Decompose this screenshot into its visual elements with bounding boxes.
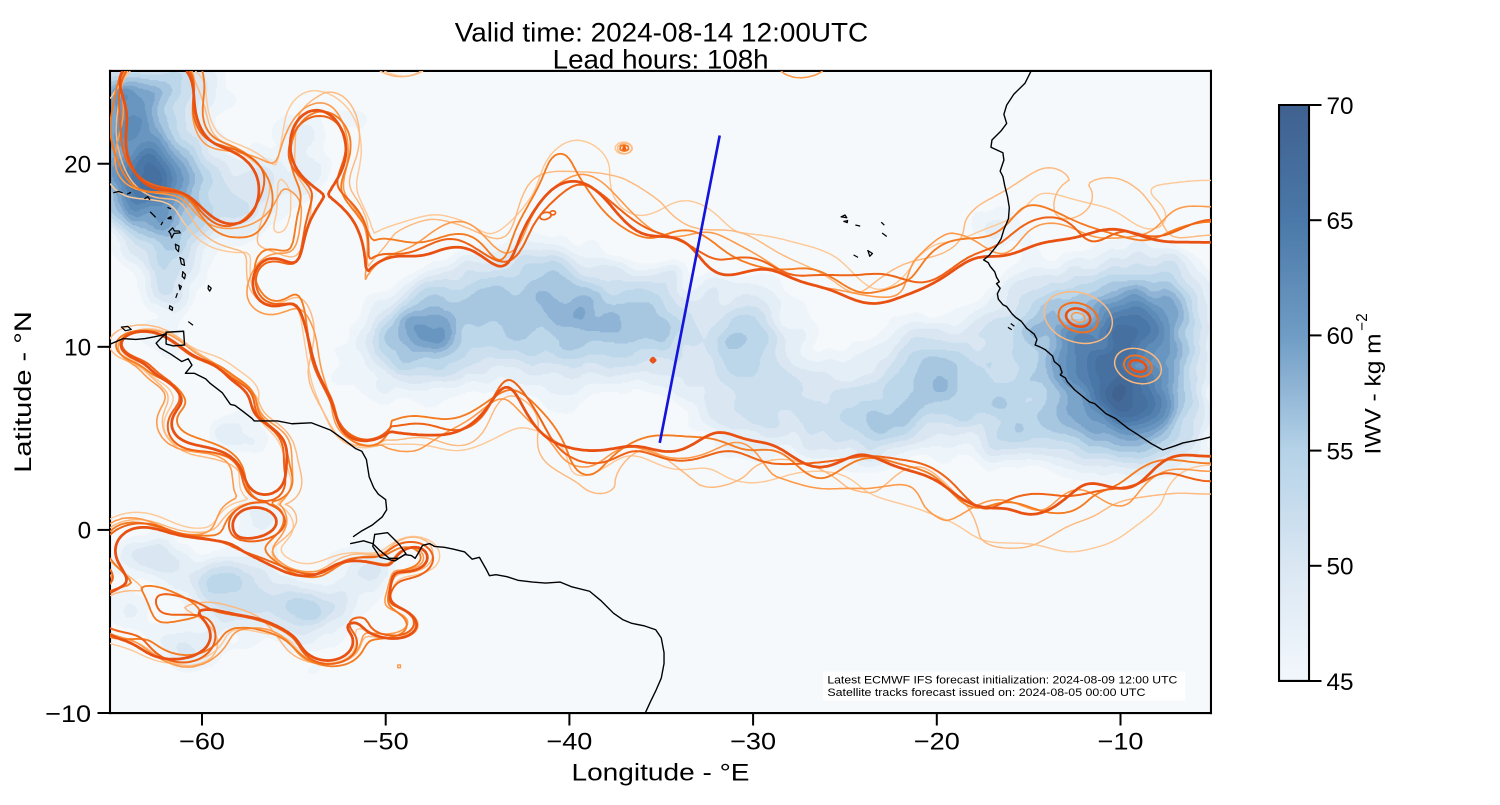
svg-text:Lead hours: 108h: Lead hours: 108h	[553, 43, 769, 74]
svg-text:−50: −50	[363, 729, 409, 756]
svg-text:65: 65	[1327, 208, 1354, 235]
svg-text:Longitude - °E: Longitude - °E	[571, 759, 749, 786]
svg-text:−60: −60	[179, 729, 225, 756]
svg-text:55: 55	[1327, 438, 1354, 465]
svg-text:10: 10	[64, 335, 91, 362]
svg-text:70: 70	[1327, 93, 1354, 120]
svg-text:20: 20	[64, 152, 91, 179]
svg-text:60: 60	[1327, 323, 1354, 350]
svg-text:−40: −40	[546, 729, 592, 756]
svg-text:−20: −20	[914, 729, 960, 756]
svg-text:−10: −10	[45, 701, 91, 728]
svg-text:−30: −30	[730, 729, 776, 756]
svg-text:IWV - kg m: IWV - kg m	[1361, 333, 1386, 454]
svg-text:Valid time: 2024-08-14 12:00UT: Valid time: 2024-08-14 12:00UTC	[455, 17, 868, 48]
svg-text:Latitude - °N: Latitude - °N	[10, 311, 37, 473]
svg-text:Latest ECMWF IFS forecast init: Latest ECMWF IFS forecast initialization…	[827, 674, 1177, 686]
svg-text:0: 0	[78, 518, 92, 545]
svg-text:Satellite tracks forecast issu: Satellite tracks forecast issued on: 202…	[827, 687, 1145, 699]
svg-text:−10: −10	[1098, 729, 1144, 756]
svg-text:50: 50	[1327, 554, 1354, 581]
svg-text:−2: −2	[1354, 313, 1371, 330]
svg-text:45: 45	[1327, 669, 1354, 696]
